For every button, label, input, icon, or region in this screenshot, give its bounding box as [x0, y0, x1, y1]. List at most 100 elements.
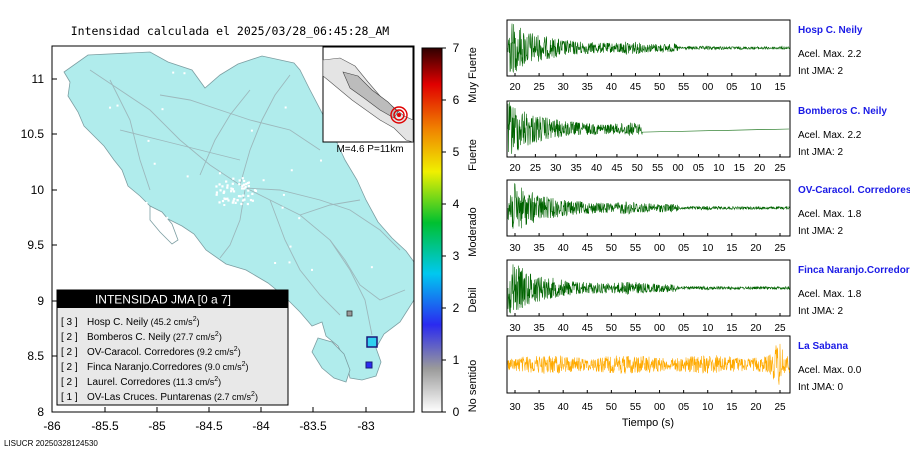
- legend-header: [57, 290, 288, 308]
- colorbar-category-label: Debil: [467, 287, 479, 312]
- town-dot: [219, 189, 222, 192]
- town-dot: [237, 195, 241, 198]
- road: [199, 89, 251, 176]
- legend-entry-station: OV-Caracol. Corredores: [87, 347, 194, 358]
- seismogram-x-tick-label: 05: [678, 323, 690, 334]
- seismogram-x-tick-label: 10: [750, 82, 762, 93]
- legend-entry-close-paren: ): [238, 347, 241, 357]
- legend-entry-open-paren: (: [202, 362, 208, 372]
- map-y-tick-label: 8: [37, 405, 44, 419]
- town-dot: [215, 191, 219, 194]
- seismogram-x-tick-label: 40: [558, 402, 570, 413]
- legend-entry-close-paren: ): [219, 332, 222, 342]
- seismogram-x-tick-label: 50: [654, 82, 666, 93]
- town-dot: [288, 261, 291, 264]
- legend-entry-close-paren: ): [218, 377, 221, 387]
- inset-map: M=4.6 P=11km: [322, 46, 414, 155]
- station-accel: Acel. Max. 2.2: [798, 49, 862, 60]
- colorbar-tick-label: 6: [453, 93, 460, 107]
- legend-entry-close-paren: ): [255, 392, 258, 402]
- seismogram-x-tick-label: 05: [678, 243, 690, 254]
- town-dot: [241, 184, 244, 187]
- legend-entry-level: [ 3 ]: [61, 317, 78, 328]
- legend-entry-unit: cm/s: [223, 362, 242, 372]
- inset-magnitude-label: M=4.6 P=11km: [336, 144, 403, 155]
- seismogram-panel: 30 35 40 45 50 55 00 05 10 15 20 25 Finca Naranjo.Co…: [506, 259, 910, 334]
- map-x-tick-label: -85.5: [91, 419, 119, 433]
- map-x-tick-label: -86: [43, 419, 61, 433]
- seismogram-x-tick-label: 20: [509, 163, 521, 174]
- town-dot: [282, 193, 285, 196]
- seismogram-x-tick-label: 30: [558, 82, 570, 93]
- seismogram-x-tick-label: 20: [754, 163, 766, 174]
- town-dot: [236, 199, 239, 202]
- town-dot: [233, 197, 236, 201]
- seismogram-trace: [507, 23, 790, 73]
- intensity-colorbar: 0 1 2 3 4 5 6 7 No sentido Debil Moderado Fuerte Mu…: [421, 41, 479, 419]
- station-name: Bomberos C. Neily: [798, 106, 887, 117]
- legend-entry-open-paren: (: [194, 347, 200, 357]
- town-dot: [231, 188, 234, 191]
- town-dot: [310, 268, 313, 271]
- peninsula-osa: [311, 337, 351, 383]
- seismogram-x-tick-label: 20: [509, 82, 521, 93]
- legend-entry: [ 1 ] OV-Las Cruces. Puntarenas (2.7 cm/s…: [61, 391, 258, 403]
- legend-entry-station: OV-Las Cruces. Puntarenas: [87, 392, 212, 403]
- colorbar-tick-label: 5: [453, 145, 460, 159]
- map-frame: [51, 45, 415, 413]
- seismogram-x-tick-label: 40: [558, 323, 570, 334]
- station-accel: Acel. Max. 0.0: [798, 365, 862, 376]
- seismogram-x-tick-label: 25: [774, 243, 786, 254]
- time-axis-label: Tiempo (s): [622, 417, 674, 429]
- town-dot: [186, 175, 189, 178]
- seismogram-x-tick-label: 55: [652, 163, 664, 174]
- station-accel: Acel. Max. 1.8: [798, 209, 862, 220]
- town-dot: [227, 199, 230, 202]
- colorbar-category-label: No sentido: [467, 360, 479, 413]
- town-dot: [221, 185, 224, 188]
- station-name: La Sabana: [798, 341, 848, 352]
- legend-entry-exponent: 2: [214, 376, 218, 383]
- legend-entry-text: OV-Caracol. Corredores (9.2 cm/s2): [87, 346, 241, 358]
- seismogram-x-tick-label: 30: [550, 163, 562, 174]
- seismogram-trace: [507, 343, 790, 385]
- legend-entry-exponent: 2: [193, 316, 197, 323]
- town-dot: [176, 261, 179, 264]
- seismogram-x-tick-label: 50: [606, 323, 618, 334]
- seismogram-x-tick-label: 15: [726, 243, 738, 254]
- colorbar-tick-label: 2: [453, 301, 460, 315]
- town-dot: [218, 183, 221, 186]
- seismogram-x-tick-label: 25: [774, 323, 786, 334]
- seismogram-x-tick-label: 35: [534, 243, 546, 254]
- legend-entry-open-paren: (: [170, 377, 176, 387]
- seismogram-x-tick-label: 10: [702, 243, 714, 254]
- epicenter-ring: [393, 109, 405, 121]
- seismogram-x-tick-label: 35: [534, 323, 546, 334]
- town-dot: [242, 187, 245, 190]
- station-name: Hosp C. Neily: [798, 25, 863, 36]
- station-intensity: Int JMA: 2: [798, 226, 843, 237]
- epicenter-ring: [390, 106, 408, 124]
- colorbar-category-label: Muy Fuerte: [467, 47, 479, 103]
- seismogram-x-tick-label: 40: [591, 163, 603, 174]
- town-dot: [250, 129, 253, 132]
- town-dot: [240, 187, 244, 190]
- legend-entry-accel: 27.7: [176, 332, 194, 342]
- town-dot: [254, 189, 258, 193]
- town-dot: [156, 275, 159, 278]
- station-name: OV-Caracol. Corredores: [798, 185, 910, 196]
- town-dot: [172, 71, 175, 74]
- town-dot: [243, 179, 246, 183]
- seismogram-x-tick-label: 35: [582, 82, 594, 93]
- town-dot: [147, 139, 150, 142]
- legend-entry: [ 3 ] Hosp C. Neily (45.2 cm/s2): [61, 316, 200, 328]
- seismogram-x-tick-label: 45: [582, 243, 594, 254]
- intensity-map: -86 -85.5 -85 -84.5 -84 -83.5 -83 8 8.5 9 9.5 10 10…: [21, 45, 415, 433]
- town-dot: [262, 179, 265, 182]
- seismogram-x-tick-label: 45: [582, 402, 594, 413]
- legend-entry-accel: 45.2: [154, 317, 172, 327]
- town-dot: [249, 198, 253, 202]
- seismogram-panel: 30 35 40 45 50 55 00 05 10 15 20 25 La Sabana Acel. M…: [506, 335, 862, 413]
- map-y-tick-label: 10.5: [21, 127, 45, 141]
